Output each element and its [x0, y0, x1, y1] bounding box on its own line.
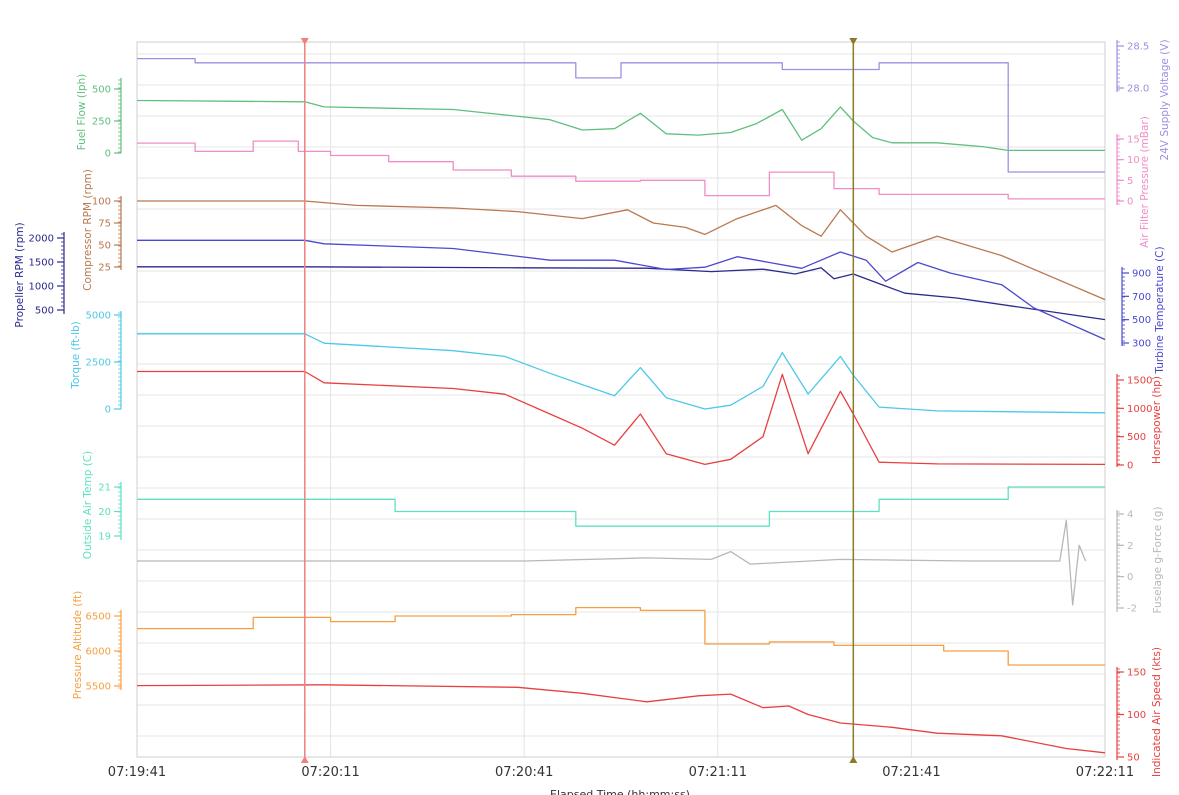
fuel-flow-tick-label: 250 [92, 117, 111, 128]
turbine-temperature-tick-label: 300 [1132, 339, 1151, 350]
cursor-2[interactable] [849, 38, 858, 763]
indicated-air-speed-tick-label: 100 [1127, 710, 1146, 721]
fuel-flow-axis: 0 250 500 Fuel Flow (lph) [76, 74, 122, 160]
fuel-flow-tick-label: 0 [105, 149, 111, 160]
x-tick-label: 07:19:41 [108, 765, 166, 780]
horsepower-axis-title: Horsepower (hp) [1151, 376, 1163, 464]
horsepower-tick-label: 0 [1127, 461, 1133, 472]
pressure-altitude-tick-label: 6500 [86, 612, 111, 623]
fuselage-g-force-tick-label: 0 [1127, 572, 1133, 583]
torque-axis-title: Torque (ft-lb) [70, 321, 82, 390]
cursor-1[interactable] [300, 38, 309, 763]
fuel-flow-line [136, 99, 1105, 152]
turbine-temperature-tick-label: 500 [1132, 315, 1151, 326]
x-axis-title: Elapsed Time (hh:mm:ss) [550, 788, 690, 795]
turbine-temperature-tick-label: 700 [1132, 292, 1151, 303]
x-tick-label: 07:21:11 [689, 765, 747, 780]
compressor-rpm-tick-label: 100 [92, 197, 111, 208]
fuselage-g-force-line [137, 519, 1087, 606]
y-axes: 28.028.5 24V Supply Voltage (V)0250500Fue… [14, 39, 1171, 777]
x-tick-label: 07:20:41 [495, 765, 553, 780]
fuel-flow-tick-label: 500 [92, 85, 111, 96]
chart-traces [136, 57, 1106, 754]
propeller-rpm-tick-label: 1500 [29, 258, 54, 269]
24v-supply-voltage-tick-label: 28.0 [1127, 84, 1149, 95]
turbine-temperature-axis-title: Turbine Temperature (C) [1154, 246, 1166, 374]
horsepower-tick-label: 500 [1127, 432, 1146, 443]
compressor-rpm-tick-label: 75 [98, 219, 111, 230]
x-tick-label: 07:20:11 [301, 765, 359, 780]
torque-tick-label: 2500 [86, 358, 111, 369]
x-axis: 07:19:41 07:20:11 07:20:41 07:21:11 07:21:41… [108, 765, 1134, 795]
fuselage-g-force-axis-title: Fuselage g-Force (g) [1152, 507, 1164, 614]
cursor-2-top-handle[interactable] [849, 38, 858, 45]
fuselage-g-force-tick-label: 2 [1127, 541, 1133, 552]
horsepower-tick-label: 1500 [1127, 376, 1152, 387]
compressor-rpm-axis-title: Compressor RPM (rpm) [82, 169, 94, 291]
outside-air-temp-axis-title: Outside Air Temp (C) [82, 451, 94, 560]
outside-air-temp-line [137, 486, 1105, 527]
horsepower-tick-label: 1000 [1127, 404, 1152, 415]
indicated-air-speed-tick-label: 150 [1127, 668, 1146, 679]
propeller-rpm-tick-label: 1000 [29, 282, 54, 293]
air-filter-pressure-tick-label: 15 [1127, 135, 1140, 146]
24v-supply-voltage-tick-label: 28.5 [1127, 42, 1149, 53]
propeller-rpm-tick-label: 2000 [29, 234, 54, 245]
indicated-air-speed-tick-label: 50 [1127, 753, 1140, 764]
pressure-altitude-line [137, 606, 1105, 666]
torque-line [137, 333, 1106, 414]
24v-supply-voltage-axis: 28.0 28.5 24V Supply Voltage (V) [1116, 39, 1171, 161]
propeller-rpm-line [137, 266, 1106, 321]
fuselage-g-force-axis: -2 0 2 4 Fuselage g-Force (g) [1116, 507, 1164, 615]
outside-air-temp-tick-label: 19 [98, 532, 111, 543]
cursor-2-bottom-handle[interactable] [849, 756, 858, 763]
outside-air-temp-axis: 19 20 21 Outside Air Temp (C) [82, 451, 122, 560]
fuselage-g-force-tick-label: -2 [1127, 604, 1137, 615]
compressor-rpm-line [137, 200, 1106, 301]
compressor-rpm-tick-label: 25 [98, 263, 111, 274]
compressor-rpm-tick-label: 50 [98, 241, 111, 252]
outside-air-temp-tick-label: 20 [98, 507, 111, 518]
air-filter-pressure-axis: 0 5 10 15 Air Filter Pressure (mBar) [1116, 116, 1151, 248]
time-cursors[interactable] [300, 38, 858, 763]
indicated-air-speed-axis-title: Indicated Air Speed (kts) [1151, 647, 1163, 777]
pressure-altitude-tick-label: 6000 [86, 647, 111, 658]
propeller-rpm-tick-label: 500 [35, 306, 54, 317]
air-filter-pressure-tick-label: 10 [1127, 155, 1140, 166]
pressure-altitude-tick-label: 5500 [86, 682, 111, 693]
indicated-air-speed-line [136, 684, 1106, 754]
propeller-rpm-axis-title: Propeller RPM (rpm) [14, 222, 26, 327]
air-filter-pressure-tick-label: 0 [1127, 197, 1133, 208]
24v-supply-voltage-line [137, 57, 1105, 173]
air-filter-pressure-tick-label: 5 [1127, 176, 1133, 187]
cursor-1-top-handle[interactable] [300, 38, 309, 45]
indicated-air-speed-axis: 50 100 150 Indicated Air Speed (kts) [1116, 647, 1163, 777]
turbine-temperature-line [137, 239, 1106, 341]
x-tick-label: 07:22:11 [1076, 765, 1134, 780]
24v-supply-voltage-axis-title: 24V Supply Voltage (V) [1159, 39, 1171, 160]
fuselage-g-force-tick-label: 4 [1127, 510, 1133, 521]
fuel-flow-axis-title: Fuel Flow (lph) [76, 74, 88, 151]
pressure-altitude-axis-title: Pressure Altitude (ft) [72, 591, 84, 699]
horsepower-line [137, 370, 1106, 466]
air-filter-pressure-line [137, 140, 1105, 200]
torque-axis: 0 2500 5000 Torque (ft-lb) [70, 311, 122, 416]
cursor-1-bottom-handle[interactable] [300, 756, 309, 763]
chart-grid [136, 41, 1106, 758]
x-tick-label: 07:21:41 [882, 765, 940, 780]
plot-frame [136, 41, 1106, 758]
turbine-temperature-tick-label: 900 [1132, 269, 1151, 280]
torque-tick-label: 0 [105, 405, 111, 416]
air-filter-pressure-axis-title: Air Filter Pressure (mBar) [1139, 116, 1151, 248]
torque-tick-label: 5000 [86, 311, 111, 322]
outside-air-temp-tick-label: 21 [98, 483, 111, 494]
turbine-temperature-axis: 300 500 700 900 Turbine Temperature (C) [1121, 246, 1166, 375]
